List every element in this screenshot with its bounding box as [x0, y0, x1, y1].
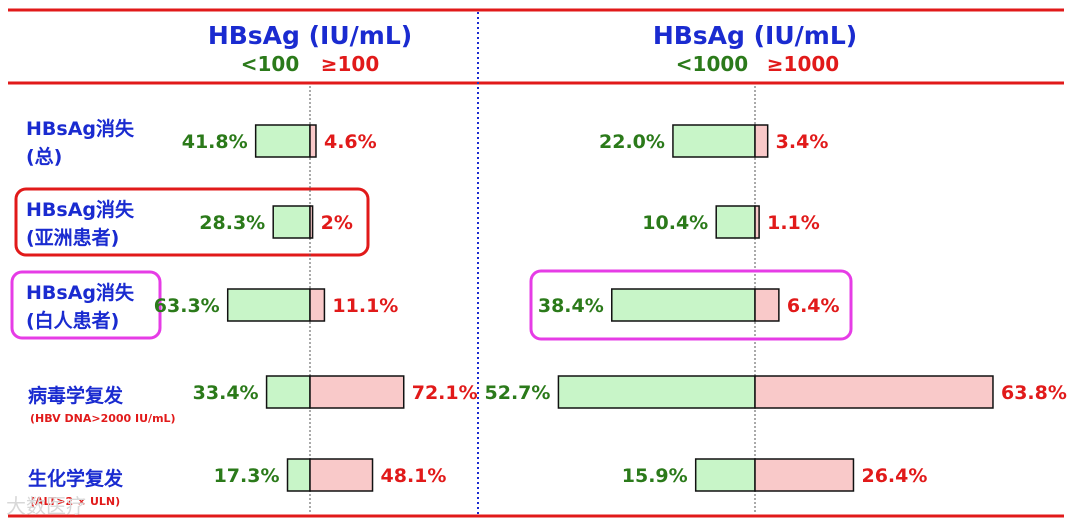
- data-label-high: 6.4%: [787, 295, 840, 317]
- legend-high-label: ≥1000: [767, 52, 839, 76]
- bar-low: [286, 458, 311, 492]
- legend-low-label: <100: [241, 52, 300, 76]
- legend-low-label: <1000: [676, 52, 748, 76]
- bar-high: [309, 205, 314, 239]
- data-label-low: 15.9%: [622, 465, 688, 487]
- row-label: 生化学复发: [28, 467, 124, 490]
- data-label-high: 11.1%: [332, 295, 398, 317]
- bar-low: [611, 288, 756, 322]
- bar-high: [309, 375, 405, 409]
- data-label-high: 26.4%: [861, 465, 927, 487]
- bar-low: [272, 205, 311, 239]
- data-label-low: 28.3%: [199, 212, 265, 234]
- data-label-high: 2%: [321, 212, 353, 234]
- data-label-high: 63.8%: [1001, 382, 1067, 404]
- data-label-low: 33.4%: [193, 382, 259, 404]
- data-label-high: 4.6%: [324, 131, 377, 153]
- legend-high-label: ≥100: [321, 52, 380, 76]
- data-label-low: 63.3%: [154, 295, 220, 317]
- data-label-low: 17.3%: [214, 465, 280, 487]
- bar-high: [309, 288, 326, 322]
- bar-low: [672, 124, 756, 158]
- panel-title: HBsAg (IU/mL): [653, 21, 857, 50]
- bar-low: [694, 458, 756, 492]
- data-label-low: 41.8%: [182, 131, 248, 153]
- bar-high: [754, 205, 760, 239]
- bar-high: [754, 458, 855, 492]
- data-label-low: 22.0%: [599, 131, 665, 153]
- watermark: 大数医疗: [6, 494, 86, 518]
- row-sublabel: (ALT>2 × ULN): [30, 495, 120, 508]
- bar-low: [557, 375, 756, 409]
- data-label-low: 38.4%: [538, 295, 604, 317]
- bar-low: [226, 288, 311, 322]
- bar-high: [309, 458, 374, 492]
- bar-low: [254, 124, 311, 158]
- row-label-secondary: (总): [26, 145, 62, 168]
- bar-low: [265, 375, 311, 409]
- panel-title: HBsAg (IU/mL): [208, 21, 412, 50]
- bar-high: [754, 288, 780, 322]
- bar-low: [715, 205, 756, 239]
- row-label-secondary: (白人患者): [26, 309, 119, 332]
- data-label-high: 72.1%: [412, 382, 478, 404]
- data-label-high: 1.1%: [767, 212, 820, 234]
- data-label-low: 10.4%: [642, 212, 708, 234]
- panel-highlight-box: [529, 269, 853, 341]
- row-label: HBsAg消失: [26, 198, 135, 221]
- bar-high: [754, 124, 769, 158]
- row-label: 病毒学复发: [28, 384, 124, 407]
- bar-high: [754, 375, 994, 409]
- row-highlight-box: [10, 270, 162, 340]
- data-label-high: 3.4%: [776, 131, 829, 153]
- data-label-high: 48.1%: [381, 465, 447, 487]
- row-label: HBsAg消失: [26, 117, 135, 140]
- row-label-secondary: (亚洲患者): [26, 226, 119, 249]
- row-label: HBsAg消失: [26, 281, 135, 304]
- bar-high: [309, 124, 317, 158]
- row-sublabel: (HBV DNA>2000 IU/mL): [30, 412, 176, 425]
- row-highlight-box: [14, 187, 370, 257]
- data-label-low: 52.7%: [485, 382, 551, 404]
